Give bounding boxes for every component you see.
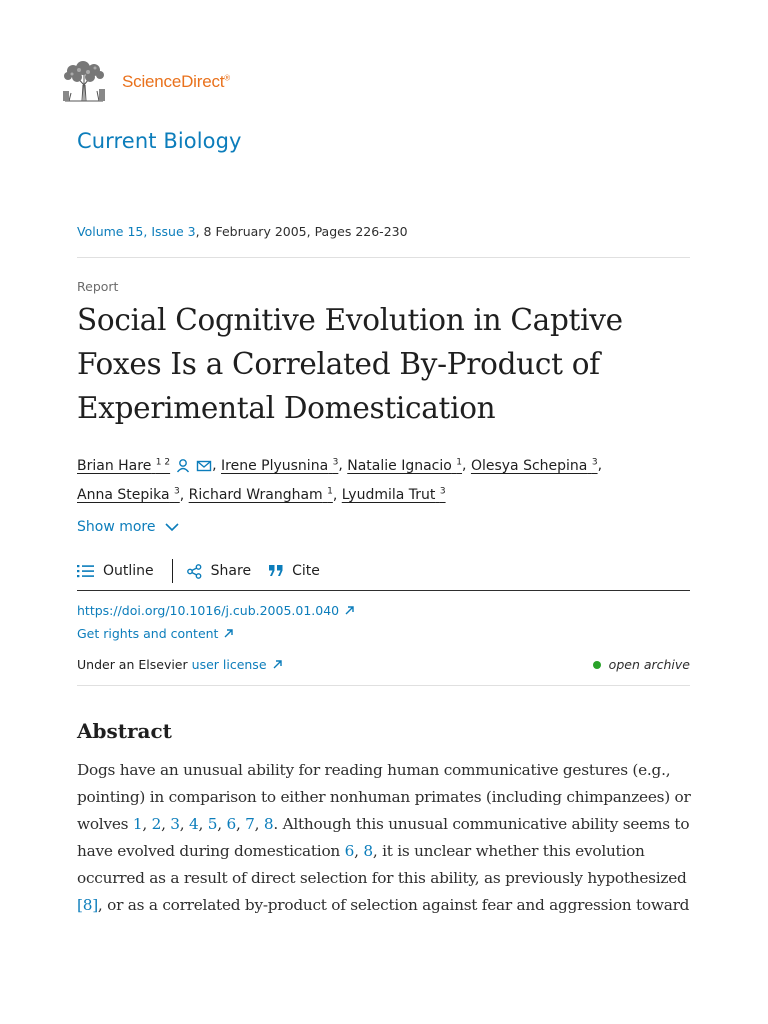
abstract-text-segment: , or as a correlated by-product of selec… [97,896,690,914]
elsevier-tree-icon[interactable] [61,61,107,103]
title-line: Foxes Is a Correlated By-Product of [77,347,600,381]
reference-link[interactable]: 3 [170,815,180,833]
reference-link[interactable]: 1 [132,815,143,833]
abstract-line: pointing) in comparison to either nonhum… [77,784,691,811]
title-line: Experimental Domestication [77,391,496,425]
author-link[interactable]: Natalie Ignacio 1 [347,457,463,474]
author-link[interactable]: Anna Stepika 3 [77,486,180,504]
share-button[interactable]: Share [186,563,252,579]
reference-link[interactable]: 7 [245,815,255,833]
reference-link[interactable]: 2 [151,815,162,833]
share-label: Share [210,563,252,579]
abstract-text-segment: , [254,815,264,833]
abstract-heading: Abstract [77,719,172,743]
article-title: Social Cognitive Evolution in Captive Fo… [77,298,690,430]
rights-link[interactable]: Get rights and content [77,626,234,641]
external-link-icon [224,629,234,638]
author-link[interactable]: Irene Plyusnina 3 [221,457,339,474]
abstract-text: Dogs have an unusual ability for reading… [77,757,691,919]
external-link-icon [345,606,354,615]
volume-issue-link[interactable]: Volume 15, Issue 3 [77,224,196,239]
reference-link[interactable]: 5 [207,815,218,833]
abstract-text-segment: have evolved during domestication [77,842,345,860]
issue-details: , 8 February 2005, Pages 226-230 [195,224,408,239]
open-archive-label: open archive [608,657,690,672]
sciencedirect-logo[interactable]: ScienceDirect® [122,72,230,91]
green-dot-icon [592,660,601,669]
author-list: Brian Hare 1 2, Irene Plyusnina 3, Natal… [77,457,603,504]
toolbar-divider [171,559,173,583]
journal-title-link[interactable]: Current Biology [77,129,242,153]
issue-info: Volume 15, Issue 3, 8 February 2005, Pag… [77,224,408,239]
reference-link[interactable]: 8 [363,842,373,860]
abstract-text-segment: pointing) in comparison to either nonhum… [77,788,691,806]
cite-label: Cite [292,563,320,579]
reference-link[interactable]: 6 [344,842,355,860]
author-link[interactable]: Brian Hare 1 2 [77,457,171,474]
doi-link[interactable]: https://doi.org/10.1016/j.cub.2005.01.04… [77,603,355,618]
external-link-icon [273,660,282,669]
author-link[interactable]: Olesya Schepina 3 [470,457,598,474]
abstract-text-segment: , [198,815,208,833]
abstract-text-segment: . Although this unusual communicative ab… [273,815,690,833]
quote-icon [269,565,283,576]
reference-link[interactable]: [8] [77,896,98,914]
abstract-text-segment: occurred as a result of direct selection… [77,869,687,887]
abstract-text-segment: , it is unclear whether this evolution [372,842,645,860]
site-header: ScienceDirect® [61,60,230,104]
divider [77,685,690,686]
reference-link[interactable]: 8 [263,815,274,833]
outline-label: Outline [103,563,154,579]
abstract-text-segment: , [217,815,227,833]
article-toolbar: Outline Share Cite [77,556,320,586]
abstract-text-segment: Dogs have an unusual ability for reading… [77,761,671,779]
email-icon[interactable] [196,459,212,473]
abstract-line: occurred as a result of direct selection… [77,865,690,892]
article-type: Report [77,279,119,294]
abstract-line: [8], or as a correlated by-product of se… [77,892,690,919]
reference-link[interactable]: 6 [226,815,236,833]
abstract-text-segment: , [161,815,171,833]
author-link[interactable]: Richard Wrangham 1 [188,486,333,504]
title-line: Social Cognitive Evolution in Captive [77,303,623,337]
abstract-text-segment: wolves [77,815,133,833]
abstract-text-segment: , [179,815,190,833]
doi-text: https://doi.org/10.1016/j.cub.2005.01.04… [77,603,340,618]
rights-text: Get rights and content [77,626,219,641]
abstract-line: wolves 1, 2, 3, 4, 5, 6, 7, 8. Although … [77,811,690,838]
reference-link[interactable]: 4 [189,815,199,833]
abstract-line: Dogs have an unusual ability for reading… [77,757,690,784]
user-license-link[interactable]: user license [192,657,283,672]
abstract-text-segment: , [235,815,246,833]
divider [77,257,690,258]
outline-button[interactable]: Outline [77,563,154,579]
abstract-line: have evolved during domestication 6, 8, … [77,838,690,865]
author-link[interactable]: Lyudmila Trut 3 [341,486,446,504]
person-icon[interactable] [176,458,190,473]
abstract-text-segment: , [354,842,364,860]
show-more-label: Show more [77,519,156,535]
cite-button[interactable]: Cite [269,563,320,579]
license-info: Under an Elsevier user license [77,657,283,672]
open-archive-badge: open archive [592,657,690,672]
abstract-text-segment: , [142,815,152,833]
list-icon [77,565,94,578]
chevron-down-icon [164,522,179,531]
share-icon [186,563,202,579]
license-prefix: Under an Elsevier [77,657,188,672]
show-more-button[interactable]: Show more [77,519,179,535]
toolbar-underline [77,590,690,591]
